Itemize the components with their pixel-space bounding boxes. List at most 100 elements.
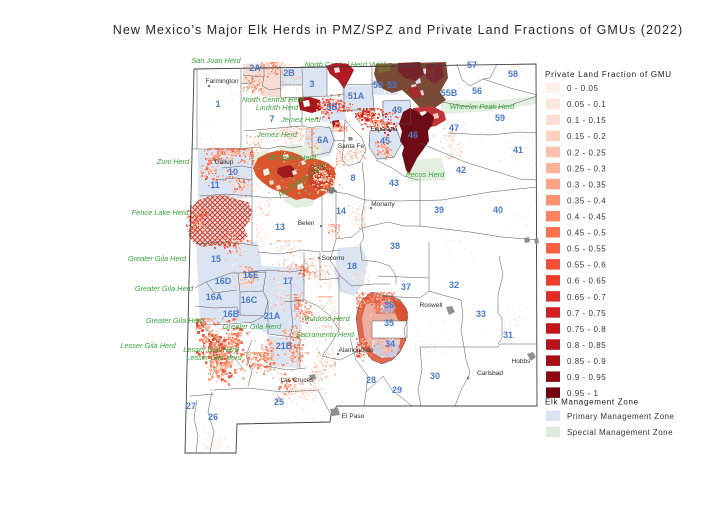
svg-text:3: 3	[309, 79, 314, 89]
svg-text:37: 37	[401, 282, 411, 292]
svg-text:Wheeler Peak Herd: Wheeler Peak Herd	[450, 102, 515, 111]
svg-text:6A: 6A	[317, 135, 329, 145]
svg-text:33: 33	[476, 309, 486, 319]
svg-text:0.9 - 0.95: 0.9 - 0.95	[567, 373, 606, 382]
svg-text:49: 49	[392, 105, 402, 115]
svg-text:32: 32	[449, 280, 459, 290]
svg-text:San Juan Herd: San Juan Herd	[191, 56, 241, 65]
svg-text:21A: 21A	[264, 311, 281, 321]
svg-text:0.2 - 0.25: 0.2 - 0.25	[567, 148, 606, 157]
svg-text:38: 38	[390, 241, 400, 251]
svg-text:Greater Gila Herd: Greater Gila Herd	[135, 284, 194, 293]
svg-text:59: 59	[495, 113, 505, 123]
svg-text:21B: 21B	[276, 341, 293, 351]
svg-text:43: 43	[389, 178, 399, 188]
svg-text:0.45 - 0.5: 0.45 - 0.5	[567, 229, 606, 238]
svg-text:Private Land Fraction of GMU: Private Land Fraction of GMU	[545, 70, 672, 79]
svg-text:7: 7	[269, 114, 274, 124]
svg-text:0.7 - 0.75: 0.7 - 0.75	[567, 309, 606, 318]
svg-text:28: 28	[366, 375, 376, 385]
svg-text:Hobbs: Hobbs	[512, 358, 532, 365]
svg-text:46: 46	[408, 130, 418, 140]
svg-text:30: 30	[430, 371, 440, 381]
svg-text:0.5 - 0.55: 0.5 - 0.55	[567, 245, 606, 254]
svg-text:16E: 16E	[243, 270, 259, 280]
svg-text:Mt Taylor Herd: Mt Taylor Herd	[268, 153, 317, 162]
svg-text:0.35 - 0.4: 0.35 - 0.4	[567, 197, 606, 206]
svg-text:0.4 - 0.45: 0.4 - 0.45	[567, 213, 606, 222]
svg-text:26: 26	[208, 412, 218, 422]
svg-text:0.85 - 0.9: 0.85 - 0.9	[567, 357, 606, 366]
svg-text:13: 13	[275, 222, 285, 232]
svg-text:50: 50	[373, 80, 383, 90]
svg-text:0.95 - 1: 0.95 - 1	[567, 389, 599, 398]
svg-text:Farmington: Farmington	[206, 78, 239, 85]
svg-text:16C: 16C	[241, 295, 258, 305]
svg-text:25: 25	[274, 397, 284, 407]
svg-text:39: 39	[434, 205, 444, 215]
svg-text:Sacramento Herd: Sacramento Herd	[296, 330, 355, 339]
svg-text:Santa Fe: Santa Fe	[338, 143, 365, 150]
svg-text:34: 34	[385, 339, 395, 349]
svg-text:Gallup: Gallup	[215, 159, 234, 166]
svg-text:16D: 16D	[215, 276, 232, 286]
svg-text:0.3 - 0.35: 0.3 - 0.35	[567, 180, 606, 189]
svg-text:16B: 16B	[223, 309, 240, 319]
svg-text:0.25 - 0.3: 0.25 - 0.3	[567, 164, 606, 173]
svg-text:2A: 2A	[249, 63, 261, 73]
svg-text:5B: 5B	[326, 102, 338, 112]
svg-text:Primary Management Zone: Primary Management Zone	[567, 412, 674, 421]
svg-text:41: 41	[513, 145, 523, 155]
svg-text:0.8 - 0.85: 0.8 - 0.85	[567, 341, 606, 350]
svg-text:Jemez Herd: Jemez Herd	[280, 115, 322, 124]
svg-text:10: 10	[228, 167, 238, 177]
svg-text:Alamogordo: Alamogordo	[338, 347, 373, 354]
svg-text:0.15 - 0.2: 0.15 - 0.2	[567, 132, 606, 141]
svg-text:0.05 - 0.1: 0.05 - 0.1	[567, 100, 606, 109]
svg-text:47: 47	[449, 123, 459, 133]
svg-text:0 - 0.05: 0 - 0.05	[567, 84, 599, 93]
svg-text:El Paso: El Paso	[342, 413, 365, 420]
svg-text:Las Cruces: Las Cruces	[281, 377, 315, 384]
svg-text:Greater Gila Herd: Greater Gila Herd	[146, 316, 205, 325]
svg-text:15: 15	[211, 254, 221, 264]
svg-text:Special Management Zone: Special Management Zone	[567, 428, 673, 437]
svg-text:57: 57	[467, 60, 477, 70]
svg-text:Greater Gila Herd: Greater Gila Herd	[128, 254, 187, 263]
svg-text:Zuni Herd: Zuni Herd	[156, 157, 190, 166]
svg-text:0.6 - 0.65: 0.6 - 0.65	[567, 277, 606, 286]
svg-text:Roswell: Roswell	[420, 302, 443, 309]
svg-text:36: 36	[384, 300, 394, 310]
svg-text:0.65 - 0.7: 0.65 - 0.7	[567, 293, 606, 302]
svg-text:56: 56	[472, 86, 482, 96]
svg-text:Jemez Herd.: Jemez Herd.	[256, 130, 299, 139]
svg-text:17: 17	[283, 276, 293, 286]
svg-text:Lesser Gila Herd: Lesser Gila Herd	[186, 353, 242, 362]
svg-text:29: 29	[392, 385, 402, 395]
svg-text:8: 8	[350, 173, 355, 183]
svg-text:55B: 55B	[441, 88, 458, 98]
svg-text:Greater Gila Herd: Greater Gila Herd	[223, 322, 282, 331]
svg-text:Elk Management Zone: Elk Management Zone	[545, 398, 639, 407]
svg-text:53: 53	[387, 80, 397, 90]
svg-text:Socorro: Socorro	[322, 255, 345, 262]
svg-text:Ruidoso Herd: Ruidoso Herd	[304, 314, 350, 323]
svg-text:2B: 2B	[283, 68, 295, 78]
svg-text:58: 58	[508, 69, 518, 79]
svg-text:Fence Lake Herd: Fence Lake Herd	[132, 208, 190, 217]
svg-text:Carlsbad: Carlsbad	[477, 370, 503, 377]
svg-text:Lindrith Herd: Lindrith Herd	[256, 103, 299, 112]
svg-text:42: 42	[456, 165, 466, 175]
svg-text:New Mexico’s Major Elk Herds i: New Mexico’s Major Elk Herds in PMZ/SPZ …	[113, 23, 683, 37]
svg-text:51A: 51A	[348, 91, 365, 101]
svg-text:Lesser Gila Herd: Lesser Gila Herd	[120, 341, 176, 350]
svg-text:North Central Herd: North Central Herd	[242, 95, 305, 104]
svg-text:0.1 - 0.15: 0.1 - 0.15	[567, 116, 606, 125]
svg-text:0.55 - 0.6: 0.55 - 0.6	[567, 261, 606, 270]
svg-text:1: 1	[215, 99, 220, 109]
svg-text:Española: Española	[370, 126, 397, 133]
svg-text:Belen: Belen	[298, 220, 315, 227]
svg-text:16A: 16A	[206, 292, 223, 302]
svg-text:40: 40	[493, 205, 503, 215]
svg-text:Lesser Gila Herd: Lesser Gila Herd	[183, 345, 239, 354]
